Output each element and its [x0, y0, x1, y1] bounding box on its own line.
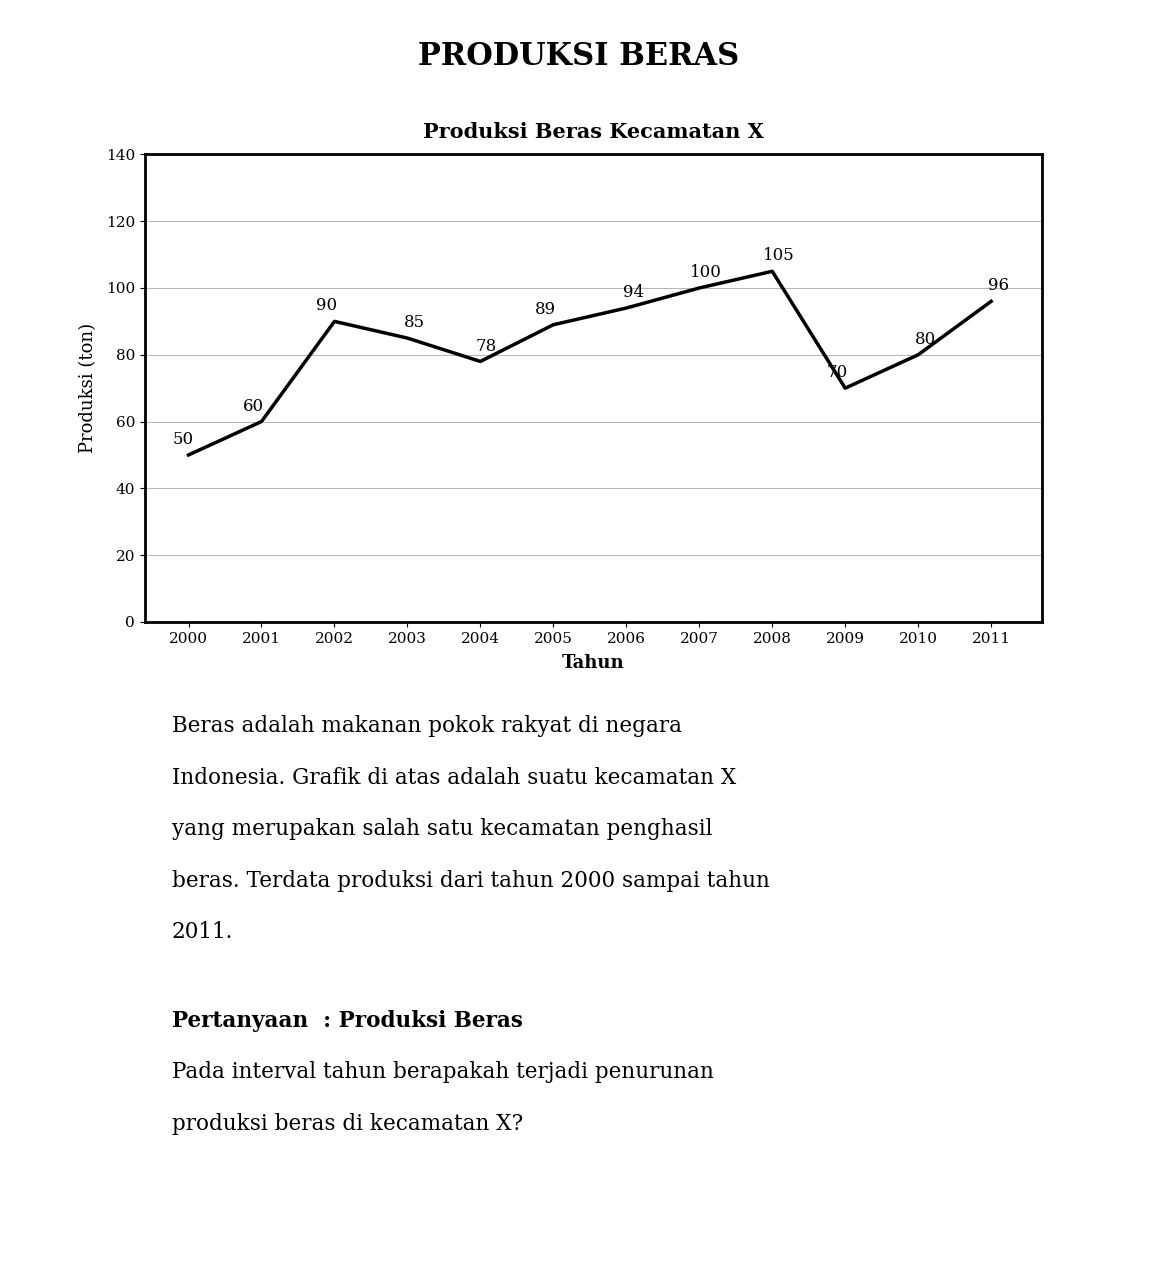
Text: Pada interval tahun berapakah terjadi penurunan: Pada interval tahun berapakah terjadi pe… [171, 1062, 713, 1084]
Text: 78: 78 [475, 337, 497, 354]
Text: 105: 105 [763, 247, 796, 264]
Text: beras. Terdata produksi dari tahun 2000 sampai tahun: beras. Terdata produksi dari tahun 2000 … [171, 870, 770, 892]
Text: 70: 70 [827, 364, 848, 381]
Text: 100: 100 [690, 264, 723, 281]
X-axis label: Tahun: Tahun [562, 654, 625, 672]
Title: Produksi Beras Kecamatan X: Produksi Beras Kecamatan X [423, 122, 764, 142]
Text: Pertanyaan  : Produksi Beras: Pertanyaan : Produksi Beras [171, 1010, 522, 1032]
Text: 90: 90 [316, 297, 337, 314]
Text: 2011.: 2011. [171, 921, 233, 943]
Text: 89: 89 [535, 301, 556, 318]
Text: 94: 94 [623, 284, 644, 301]
Text: 50: 50 [173, 431, 193, 448]
Y-axis label: Produksi (ton): Produksi (ton) [80, 323, 97, 453]
Text: yang merupakan salah satu kecamatan penghasil: yang merupakan salah satu kecamatan peng… [171, 819, 712, 840]
Text: 80: 80 [915, 331, 936, 347]
Text: 60: 60 [242, 398, 264, 414]
Text: 96: 96 [988, 278, 1009, 295]
Text: Indonesia. Grafik di atas adalah suatu kecamatan X: Indonesia. Grafik di atas adalah suatu k… [171, 767, 736, 789]
Text: 85: 85 [404, 314, 425, 331]
Text: PRODUKSI BERAS: PRODUKSI BERAS [418, 41, 740, 72]
Text: Beras adalah makanan pokok rakyat di negara: Beras adalah makanan pokok rakyat di neg… [171, 716, 682, 737]
Text: produksi beras di kecamatan X?: produksi beras di kecamatan X? [171, 1113, 522, 1135]
